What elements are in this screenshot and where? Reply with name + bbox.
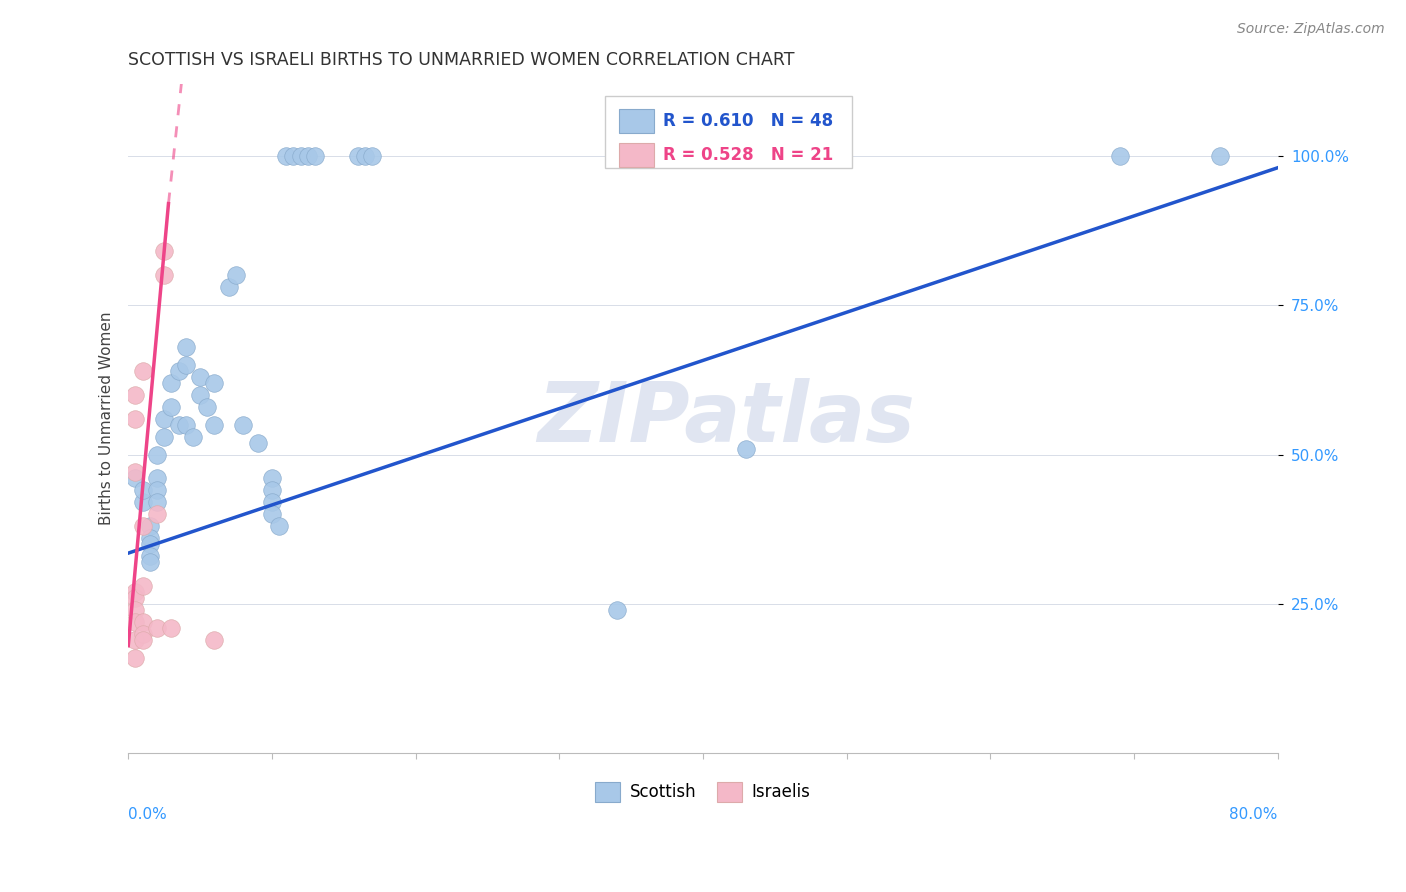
Point	[139, 531, 162, 545]
Point	[174, 340, 197, 354]
Bar	[619, 110, 654, 133]
Point	[153, 429, 176, 443]
Point	[269, 519, 291, 533]
Text: ZIPatlas: ZIPatlas	[537, 378, 915, 459]
Point	[124, 471, 146, 485]
Point	[260, 508, 283, 522]
Point	[181, 429, 204, 443]
Point	[174, 417, 197, 432]
Point	[153, 411, 176, 425]
Text: 0.0%: 0.0%	[128, 807, 167, 822]
Text: SCOTTISH VS ISRAELI BIRTHS TO UNMARRIED WOMEN CORRELATION CHART: SCOTTISH VS ISRAELI BIRTHS TO UNMARRIED …	[128, 51, 794, 69]
Point	[1108, 149, 1130, 163]
Point	[354, 149, 377, 163]
Point	[361, 149, 384, 163]
Text: 80.0%: 80.0%	[1229, 807, 1278, 822]
Text: R = 0.610   N = 48: R = 0.610 N = 48	[662, 112, 832, 130]
Point	[347, 149, 370, 163]
Point	[160, 400, 183, 414]
Point	[124, 388, 146, 402]
Point	[124, 632, 146, 647]
Point	[124, 650, 146, 665]
Point	[188, 388, 211, 402]
Point	[146, 495, 169, 509]
Point	[283, 149, 305, 163]
Point	[260, 471, 283, 485]
Point	[124, 603, 146, 617]
Point	[167, 364, 190, 378]
Point	[139, 555, 162, 569]
Point	[131, 495, 153, 509]
Point	[260, 483, 283, 498]
Point	[124, 591, 146, 605]
Point	[131, 632, 153, 647]
Point	[276, 149, 298, 163]
Legend: Scottish, Israelis: Scottish, Israelis	[589, 775, 817, 808]
Point	[124, 615, 146, 629]
Point	[167, 417, 190, 432]
Point	[124, 585, 146, 599]
Point	[174, 358, 197, 372]
Point	[124, 411, 146, 425]
Y-axis label: Births to Unmarried Women: Births to Unmarried Women	[100, 312, 114, 525]
Point	[606, 603, 628, 617]
Point	[246, 435, 269, 450]
Point	[232, 417, 254, 432]
Point	[204, 376, 226, 390]
Point	[290, 149, 312, 163]
Text: R = 0.528   N = 21: R = 0.528 N = 21	[662, 145, 832, 164]
Point	[146, 448, 169, 462]
Point	[195, 400, 218, 414]
Bar	[619, 144, 654, 167]
Point	[297, 149, 319, 163]
FancyBboxPatch shape	[605, 95, 852, 168]
Point	[131, 364, 153, 378]
Point	[218, 280, 240, 294]
Point	[124, 466, 146, 480]
Point	[131, 483, 153, 498]
Point	[260, 495, 283, 509]
Point	[146, 621, 169, 635]
Point	[735, 442, 758, 456]
Point	[188, 370, 211, 384]
Point	[304, 149, 326, 163]
Point	[1209, 149, 1232, 163]
Point	[131, 579, 153, 593]
Text: Source: ZipAtlas.com: Source: ZipAtlas.com	[1237, 22, 1385, 37]
Point	[146, 508, 169, 522]
Point	[131, 615, 153, 629]
Point	[139, 549, 162, 563]
Point	[160, 376, 183, 390]
Point	[160, 621, 183, 635]
Point	[139, 537, 162, 551]
Point	[131, 519, 153, 533]
Point	[204, 632, 226, 647]
Point	[225, 268, 247, 283]
Point	[204, 417, 226, 432]
Point	[153, 268, 176, 283]
Point	[153, 244, 176, 259]
Point	[146, 483, 169, 498]
Point	[131, 627, 153, 641]
Point	[139, 519, 162, 533]
Point	[146, 471, 169, 485]
